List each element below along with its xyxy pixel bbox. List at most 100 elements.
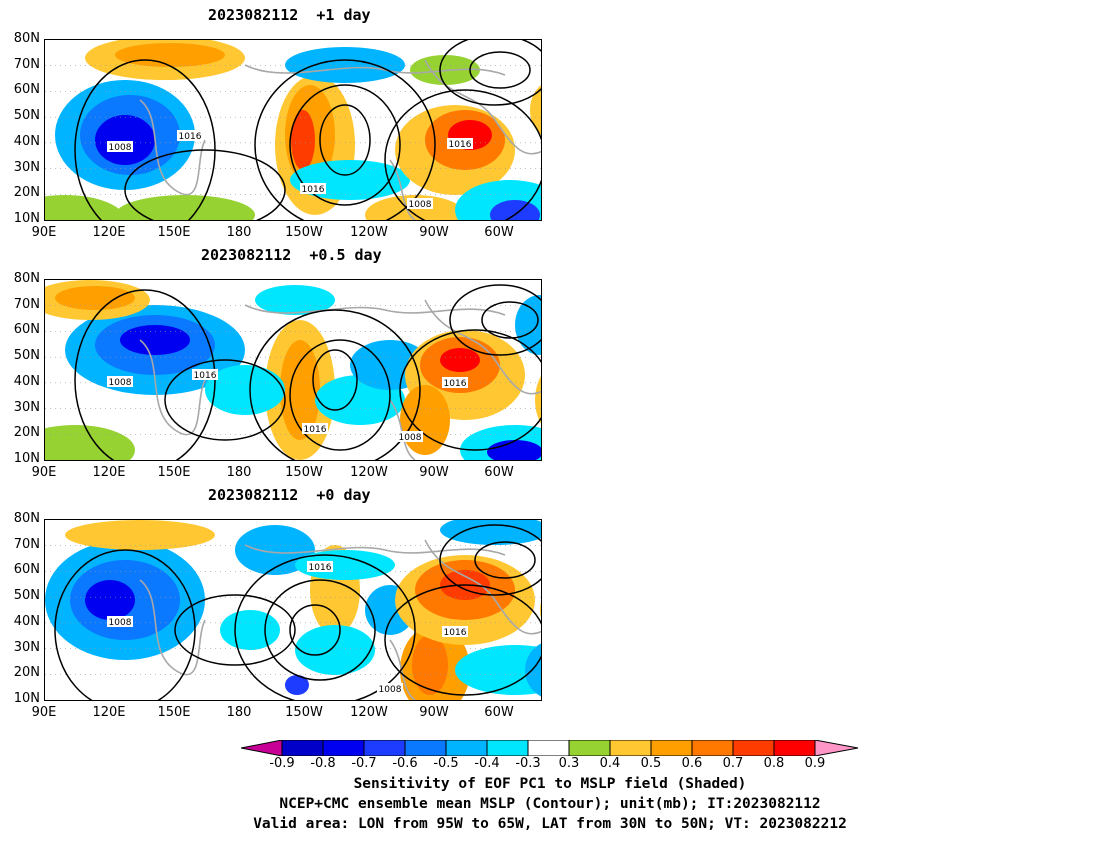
lat-tick-label: 60N [13,562,40,578]
coastline [139,579,206,676]
colorbar-segment [568,740,611,756]
shaded-region [285,675,309,695]
lat-tick-label: 70N [13,296,40,312]
caption-line-3: Valid area: LON from 95W to 65W, LAT fro… [253,816,847,832]
shaded-region [115,43,225,67]
shaded-region [412,635,448,695]
mslp-contour [174,594,296,666]
lon-tick-label: 150E [157,705,191,720]
panel-title: 2023082112 +1 day [208,6,371,24]
colorbar-tick-label: -0.9 [269,756,295,771]
colorbar-segment [322,740,365,756]
lon-tick-label: 180 [226,705,252,720]
contour-label-bg [307,561,333,572]
sensitivity-shading [45,520,541,700]
colorbar-tick-label: 0.9 [804,756,826,771]
lon-tick-label: 180 [226,225,252,240]
lat-tick-label: 10N [13,211,40,226]
shaded-region [285,47,405,83]
sensitivity-shading [45,280,541,460]
colorbar-tick-label: 0.8 [763,756,785,771]
lon-tick-label: 90E [31,705,57,720]
contour-label-bg [177,130,203,141]
contour-label-bg [300,183,326,194]
lat-tick-label: 50N [13,348,40,364]
mslp-contour [319,104,371,176]
colorbar-tick-label: -0.7 [351,756,377,771]
colorbar-segment [281,740,324,756]
colorbar-tick-label: 0.3 [558,756,580,771]
mslp-contour [384,584,541,696]
lon-tick-label: 90W [419,705,449,720]
colorbar-tick-label: 0.6 [681,756,703,771]
lon-tick-label: 180 [226,465,252,480]
shaded-region [440,520,541,545]
colorbar-tick-label: -0.8 [310,756,336,771]
coastline [139,99,206,196]
map-panel: 1008 1016 1016 1008 1016 [44,39,542,221]
shaded-region [85,580,135,620]
mslp-contour [254,59,436,220]
colorbar-segment [404,740,447,756]
mslp-contour [469,51,531,89]
mslp-contour [481,301,539,339]
contour-label-bg [377,683,403,694]
panel-title: 2023082112 +0 day [208,486,371,504]
mslp-contour [312,349,358,411]
contour-label-bg [107,141,133,152]
map-canvas: 1008 1016 1016 1008 1016 [45,280,541,460]
contour-label-bg [302,423,328,434]
contour-label: 1008 [409,200,432,210]
contour-label: 1008 [109,143,132,153]
shaded-region [515,295,541,355]
lon-tick-label: 90E [31,465,57,480]
colorbar [241,740,859,756]
shaded-region [65,520,215,550]
map-panel: 1008 1016 1008 1016 [44,519,542,701]
contour-label-bg [447,138,473,149]
mslp-contour [249,309,421,460]
lat-tick-label: 70N [13,536,40,552]
lon-tick-label: 60W [484,225,514,240]
shaded-region [115,195,255,220]
mslp-contour [124,149,286,220]
contour-label-bg [407,198,433,209]
contour-label: 1016 [309,563,332,573]
lon-tick-label: 120W [350,225,388,240]
map-canvas: 1008 1016 1008 1016 [45,520,541,700]
colorbar-tick-label: 0.5 [640,756,662,771]
shaded-region [295,625,375,675]
lat-tick-label: 40N [13,613,40,629]
colorbar-segment [486,740,529,756]
shaded-region [291,110,315,170]
lon-tick-label: 150W [285,465,323,480]
sensitivity-shading [45,40,541,220]
contour-label: 1016 [179,132,202,142]
contour-label-bg [192,369,218,380]
lon-tick-label: 150W [285,225,323,240]
shaded-region [487,440,541,460]
mslp-contour [439,40,541,106]
lon-tick-label: 120E [92,225,126,240]
shaded-region [220,610,280,650]
coastline [244,304,506,316]
colorbar-segment [691,740,734,756]
caption-line-2: NCEP+CMC ensemble mean MSLP (Contour); u… [279,796,821,812]
colorbar-low-arrow [241,740,283,756]
shaded-region [440,348,480,372]
contour-label: 1016 [449,140,472,150]
shaded-region [280,340,320,440]
caption-line-1: Sensitivity of EOF PC1 to MSLP field (Sh… [353,776,747,792]
map-panel: 1008 1016 1016 1008 1016 [44,279,542,461]
colorbar-segment [773,740,816,756]
coastline [244,64,506,76]
colorbar-tick-label: 0.4 [599,756,621,771]
contour-label: 1008 [109,618,132,628]
contour-label-bg [442,626,468,637]
shaded-region [255,285,335,315]
coastline [424,539,541,635]
mslp-contour [439,524,541,596]
colorbar-tick-label: -0.6 [392,756,418,771]
coastline [389,159,416,220]
lat-tick-label: 50N [13,588,40,604]
